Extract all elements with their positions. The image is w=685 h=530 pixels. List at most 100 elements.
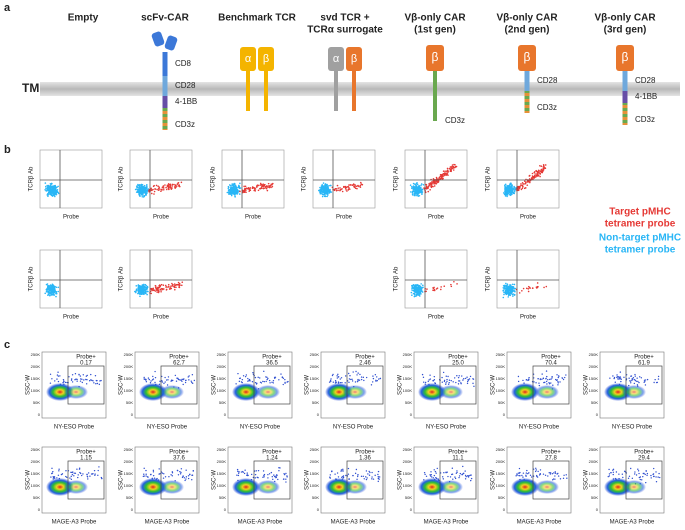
dot <box>245 374 248 376</box>
domain-label: CD28 <box>635 76 656 85</box>
dot <box>153 193 155 195</box>
y-tick-label: 250K <box>403 352 413 357</box>
dot <box>539 175 541 178</box>
dot <box>144 190 147 193</box>
dot <box>152 474 155 477</box>
gate <box>253 365 291 405</box>
dot <box>617 378 619 380</box>
domain-label: CD3z <box>445 116 465 125</box>
y-tick-label: 150K <box>310 376 320 381</box>
dot <box>265 376 267 378</box>
dot <box>282 478 285 480</box>
dot <box>57 192 60 195</box>
dot <box>170 380 172 382</box>
dot <box>526 181 528 183</box>
y-tick-label: 200K <box>496 364 506 369</box>
dot <box>442 170 445 172</box>
dot <box>150 188 152 191</box>
dot <box>141 187 144 190</box>
dot <box>557 382 559 384</box>
dot <box>512 286 514 289</box>
y-tick-label: 250K <box>217 447 227 452</box>
domain-label: CD3z <box>635 115 655 124</box>
dot <box>340 377 343 379</box>
dot <box>44 182 47 184</box>
dot <box>544 167 547 169</box>
dot <box>80 378 82 380</box>
density <box>64 385 88 399</box>
dot <box>270 471 273 474</box>
dot <box>181 476 184 479</box>
dot <box>80 474 83 477</box>
dot <box>95 383 97 385</box>
dot <box>510 188 513 190</box>
dot <box>546 383 548 385</box>
y-tick-label: 150K <box>217 376 227 381</box>
construct-title: Vβ-only CAR <box>594 13 656 24</box>
chain-head <box>240 47 256 71</box>
dot <box>365 470 368 472</box>
dot <box>355 370 357 373</box>
dot <box>360 376 363 378</box>
dot <box>164 376 166 379</box>
dot <box>138 189 141 192</box>
dot <box>503 291 505 294</box>
dot <box>509 293 512 295</box>
dot <box>161 186 164 189</box>
dot <box>246 474 248 477</box>
dot <box>146 190 149 193</box>
dot <box>234 187 236 190</box>
dot <box>632 377 635 379</box>
dot <box>142 475 145 478</box>
dot <box>609 377 611 379</box>
dot <box>341 476 343 478</box>
dot <box>352 474 354 477</box>
dot <box>230 187 233 190</box>
dot <box>539 172 541 175</box>
y-tick-label: 100K <box>589 388 599 393</box>
dot <box>618 473 620 475</box>
dot <box>449 169 452 172</box>
dot <box>332 381 335 383</box>
axis-label: NY-ESO Probe <box>333 425 374 431</box>
dot <box>447 383 450 385</box>
dot <box>232 193 234 195</box>
domain <box>622 103 628 125</box>
dot <box>174 184 177 186</box>
dot <box>359 181 362 184</box>
dot <box>161 380 163 382</box>
dot <box>176 469 179 472</box>
gate <box>346 365 384 405</box>
dot <box>85 383 88 385</box>
dot <box>466 475 469 477</box>
gate <box>160 365 198 405</box>
dot <box>336 184 339 187</box>
dot <box>535 469 538 471</box>
dot <box>337 373 339 376</box>
dot <box>45 288 48 291</box>
dot <box>545 285 548 288</box>
dot <box>265 380 267 383</box>
dot <box>429 188 431 191</box>
dot <box>74 472 77 474</box>
dot <box>70 478 73 481</box>
dot <box>508 284 511 286</box>
dot <box>511 283 514 286</box>
density <box>160 385 184 399</box>
dot <box>443 379 446 382</box>
dot <box>355 468 358 471</box>
dot <box>616 374 618 376</box>
dot <box>435 476 437 479</box>
dot <box>638 472 640 475</box>
dot <box>268 379 271 382</box>
dot <box>646 474 648 477</box>
dot <box>438 177 440 179</box>
dot <box>154 284 157 287</box>
y-tick-label: 100K <box>31 388 41 393</box>
dot <box>228 191 231 193</box>
dot <box>413 190 416 193</box>
dot <box>450 166 453 168</box>
dot <box>417 289 420 291</box>
dot <box>516 474 518 476</box>
dot <box>88 380 91 382</box>
